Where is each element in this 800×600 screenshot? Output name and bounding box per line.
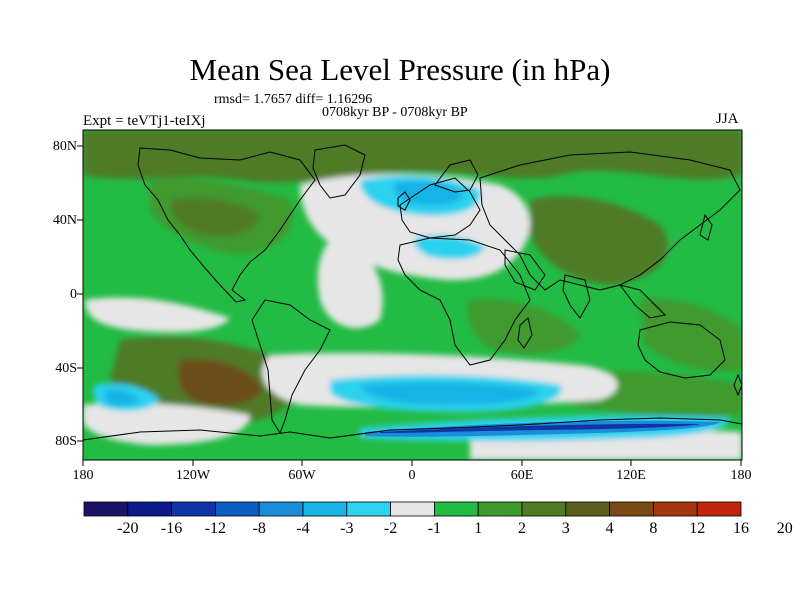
colorbar-label: 1: [474, 520, 483, 537]
field-cyan-south-pacific: [105, 389, 140, 406]
coastline-africa: [397, 237, 531, 366]
field-lightcyan-mediterranean: [414, 235, 485, 260]
colorbar-swatch: [565, 501, 610, 517]
rmsd-diff-stats: rmsd= 1.7657 diff= 1.16296: [214, 92, 373, 107]
lat-label-80s: 80S: [55, 434, 77, 449]
lon-label-120w: 120W: [175, 468, 211, 483]
colorbar-label: -20: [117, 520, 139, 537]
coastline-greenland: [312, 144, 366, 199]
colorbar-swatch: [521, 501, 567, 517]
colorbar-swatch: [696, 501, 742, 517]
lon-label-60w: 60W: [288, 468, 316, 483]
colorbar-swatch: [171, 501, 216, 517]
colorbar: [83, 501, 742, 517]
coastline-japan: [699, 213, 713, 241]
lon-label-120e: 120E: [616, 468, 646, 483]
colorbar-label: -3: [340, 520, 354, 537]
lat-label-40s: 40S: [55, 361, 77, 376]
coastline-south-america: [251, 299, 331, 435]
coastline-arabia: [504, 249, 546, 291]
colorbar-swatch: [127, 501, 173, 517]
colorbar-swatch: [477, 501, 523, 517]
lat-label-equator: 0: [70, 287, 77, 302]
colorbar-swatch: [346, 501, 391, 517]
lon-label-180e: 180: [730, 468, 752, 483]
colorbar-label: 12: [689, 520, 706, 537]
lon-label-0: 0: [408, 468, 416, 483]
colorbar-label: -1: [427, 520, 442, 537]
coastline-southeast-asia: [618, 284, 667, 319]
colorbar-label: -16: [160, 520, 183, 537]
coastline-europe: [399, 177, 481, 239]
field-brown-south-pacific: [177, 359, 262, 406]
colorbar-swatch: [433, 501, 479, 517]
field-white-tropical-atlantic: [317, 240, 383, 329]
coastline-north-america: [137, 147, 316, 303]
colorbar-swatch: [653, 501, 698, 517]
colorbar-label: 4: [605, 520, 614, 537]
coastlines: [83, 144, 742, 441]
coastline-asia: [479, 151, 741, 291]
colorbar-label: 16: [733, 520, 749, 537]
field-olive-north-america: [170, 198, 260, 236]
lon-label-60e: 60E: [510, 468, 534, 483]
coastline-antarctica: [83, 417, 742, 441]
colorbar-swatch: [214, 501, 260, 517]
coastline-new-zealand: [733, 373, 742, 397]
field-cyan-north-atlantic: [393, 180, 465, 206]
colorbar-label: -12: [204, 520, 227, 537]
coastline-madagascar: [517, 317, 533, 349]
colorbar-label: -2: [383, 520, 398, 537]
pressure-field-plot: [83, 130, 742, 460]
coastline-australia: [637, 321, 726, 379]
experiment-label: Expt = teVTj1-teIXj: [83, 113, 206, 129]
colorbar-label: 3: [561, 520, 570, 537]
coastline-british-isles: [397, 191, 411, 211]
colorbar-label: 8: [649, 520, 658, 537]
lat-label-40n: 40N: [52, 213, 77, 228]
lat-label-80n: 80N: [52, 139, 77, 154]
season-label: JJA: [716, 111, 739, 127]
coastline-scandinavia: [434, 159, 479, 193]
colorbar-swatch: [83, 501, 129, 517]
field-olive-arctic: [83, 130, 742, 183]
field-cyan-southern-ocean: [360, 382, 540, 406]
colorbar-label: -4: [296, 520, 310, 537]
colorbar-swatch: [390, 501, 435, 517]
field-dkgreen-west-pacific: [640, 299, 742, 372]
period-label: 0708kyr BP - 0708kyr BP: [322, 105, 468, 120]
colorbar-swatch: [609, 501, 654, 517]
colorbar-label: -8: [252, 520, 266, 537]
colorbar-swatch: [302, 501, 348, 517]
coastline-india: [562, 274, 591, 319]
lon-label-180w: 180: [72, 468, 94, 483]
colorbar-label: 2: [518, 520, 526, 537]
axis-ticks: [77, 145, 742, 466]
field-olive-asia: [530, 196, 668, 285]
colorbar-swatch: [258, 501, 304, 517]
map-title: Mean Sea Level Pressure (in hPa): [189, 52, 611, 87]
field-navy-antarctic-coast: [380, 423, 700, 433]
colorbar-label: 20: [776, 520, 793, 537]
field-dkgreen-indian-ocean: [468, 299, 580, 354]
field-white-east-pacific: [85, 297, 230, 333]
